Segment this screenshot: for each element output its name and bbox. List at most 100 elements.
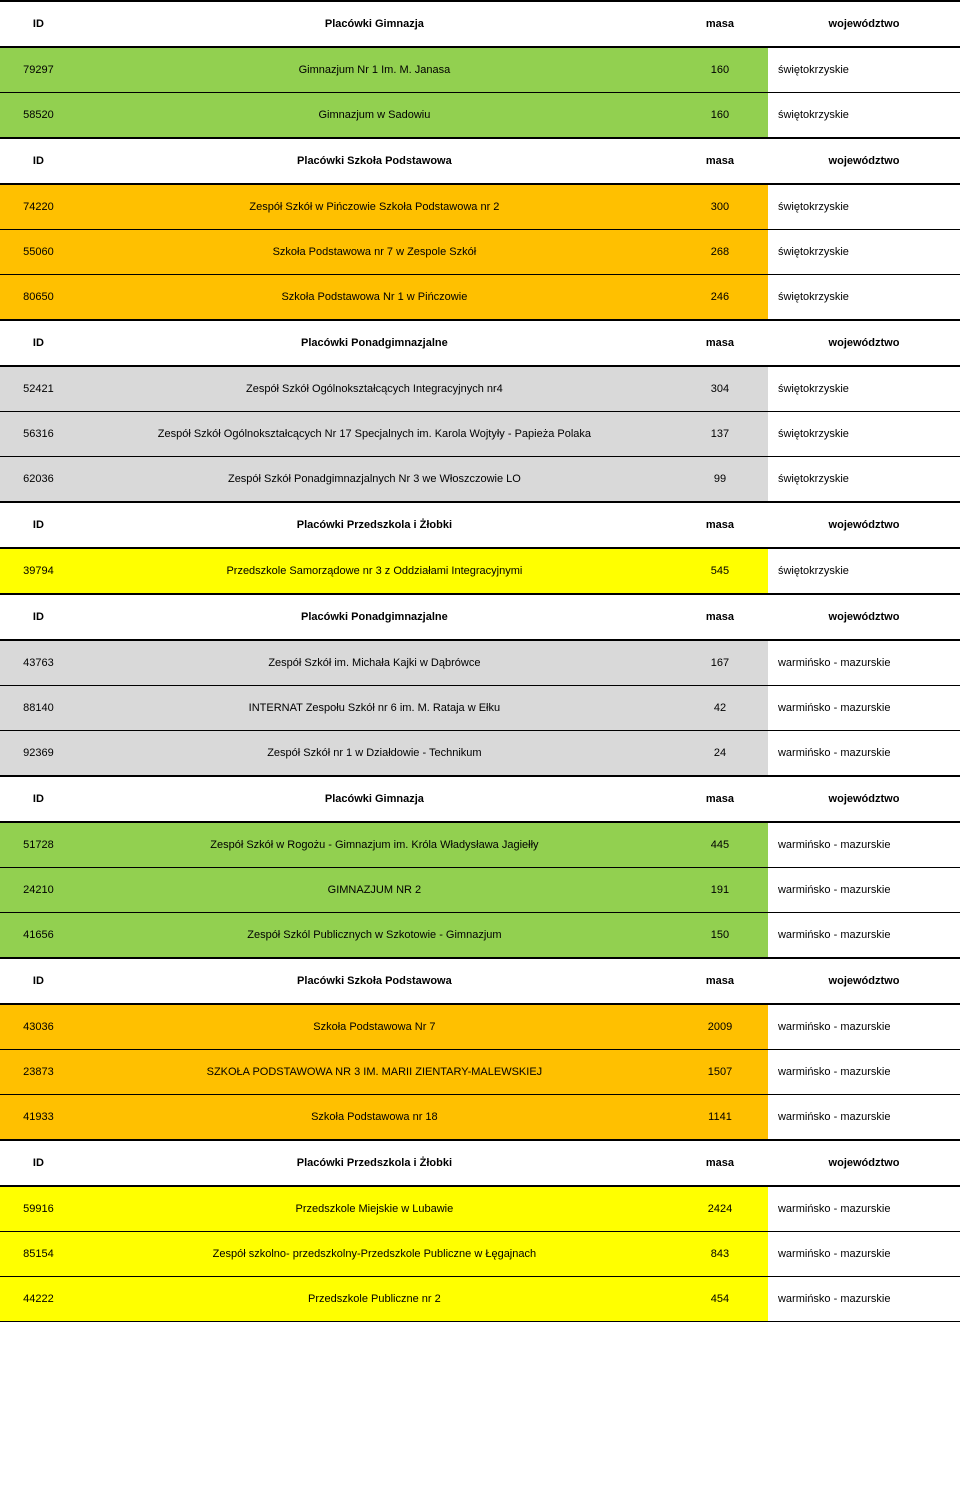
cell-masa: 304 bbox=[672, 366, 768, 412]
cell-id: 51728 bbox=[0, 822, 77, 868]
header-cell-name: Placówki Przedszkola i Żłobki bbox=[77, 1140, 672, 1186]
cell-id: 41933 bbox=[0, 1095, 77, 1141]
cell-name: Zespół Szkół Ponadgimnazjalnych Nr 3 we … bbox=[77, 457, 672, 503]
cell-id: 88140 bbox=[0, 686, 77, 731]
section-header: IDPlacówki Szkoła Podstawowamasawojewódz… bbox=[0, 138, 960, 184]
cell-id: 56316 bbox=[0, 412, 77, 457]
cell-name: Gimnazjum Nr 1 Im. M. Janasa bbox=[77, 47, 672, 93]
table-row: 41933Szkoła Podstawowa nr 181141warmińsk… bbox=[0, 1095, 960, 1141]
table-row: 92369Zespół Szkół nr 1 w Działdowie - Te… bbox=[0, 731, 960, 777]
section-header: IDPlacówki Gimnazjamasawojewództwo bbox=[0, 776, 960, 822]
header-cell-id: ID bbox=[0, 958, 77, 1004]
header-cell-woj: województwo bbox=[768, 320, 960, 366]
header-cell-name: Placówki Ponadgimnazjalne bbox=[77, 594, 672, 640]
cell-id: 24210 bbox=[0, 868, 77, 913]
cell-id: 41656 bbox=[0, 913, 77, 959]
header-cell-name: Placówki Ponadgimnazjalne bbox=[77, 320, 672, 366]
cell-id: 43763 bbox=[0, 640, 77, 686]
header-cell-woj: województwo bbox=[768, 776, 960, 822]
header-cell-id: ID bbox=[0, 776, 77, 822]
section-header: IDPlacówki Gimnazjamasawojewództwo bbox=[0, 1, 960, 47]
cell-woj: świętokrzyskie bbox=[768, 275, 960, 321]
table-row: 59916Przedszkole Miejskie w Lubawie2424w… bbox=[0, 1186, 960, 1232]
cell-id: 44222 bbox=[0, 1277, 77, 1322]
table-row: 52421Zespół Szkół Ogólnokształcących Int… bbox=[0, 366, 960, 412]
table-row: 39794Przedszkole Samorządowe nr 3 z Oddz… bbox=[0, 548, 960, 594]
cell-masa: 843 bbox=[672, 1232, 768, 1277]
cell-name: Przedszkole Miejskie w Lubawie bbox=[77, 1186, 672, 1232]
cell-name: Przedszkole Samorządowe nr 3 z Oddziałam… bbox=[77, 548, 672, 594]
cell-woj: świętokrzyskie bbox=[768, 47, 960, 93]
header-cell-id: ID bbox=[0, 1140, 77, 1186]
cell-masa: 2009 bbox=[672, 1004, 768, 1050]
section-header: IDPlacówki Ponadgimnazjalnemasawojewództ… bbox=[0, 594, 960, 640]
cell-woj: warmińsko - mazurskie bbox=[768, 1277, 960, 1322]
cell-masa: 160 bbox=[672, 93, 768, 139]
cell-masa: 300 bbox=[672, 184, 768, 230]
cell-woj: świętokrzyskie bbox=[768, 366, 960, 412]
header-cell-id: ID bbox=[0, 320, 77, 366]
cell-name: Szkoła Podstawowa nr 18 bbox=[77, 1095, 672, 1141]
cell-name: Szkoła Podstawowa Nr 7 bbox=[77, 1004, 672, 1050]
cell-name: SZKOŁA PODSTAWOWA NR 3 IM. MARII ZIENTAR… bbox=[77, 1050, 672, 1095]
cell-id: 79297 bbox=[0, 47, 77, 93]
table-row: 74220Zespół Szkół w Pińczowie Szkoła Pod… bbox=[0, 184, 960, 230]
header-cell-woj: województwo bbox=[768, 1140, 960, 1186]
cell-id: 92369 bbox=[0, 731, 77, 777]
table-row: 43763Zespół Szkół im. Michała Kajki w Dą… bbox=[0, 640, 960, 686]
cell-masa: 24 bbox=[672, 731, 768, 777]
header-cell-masa: masa bbox=[672, 320, 768, 366]
header-cell-masa: masa bbox=[672, 138, 768, 184]
table-row: 43036Szkoła Podstawowa Nr 72009warmińsko… bbox=[0, 1004, 960, 1050]
header-cell-woj: województwo bbox=[768, 1, 960, 47]
cell-woj: świętokrzyskie bbox=[768, 230, 960, 275]
header-cell-id: ID bbox=[0, 138, 77, 184]
cell-masa: 167 bbox=[672, 640, 768, 686]
cell-masa: 150 bbox=[672, 913, 768, 959]
cell-woj: świętokrzyskie bbox=[768, 184, 960, 230]
table-row: 23873SZKOŁA PODSTAWOWA NR 3 IM. MARII ZI… bbox=[0, 1050, 960, 1095]
cell-id: 23873 bbox=[0, 1050, 77, 1095]
table-row: 85154Zespół szkolno- przedszkolny-Przeds… bbox=[0, 1232, 960, 1277]
cell-woj: warmińsko - mazurskie bbox=[768, 686, 960, 731]
header-cell-woj: województwo bbox=[768, 594, 960, 640]
cell-id: 80650 bbox=[0, 275, 77, 321]
cell-woj: świętokrzyskie bbox=[768, 93, 960, 139]
cell-masa: 42 bbox=[672, 686, 768, 731]
header-cell-woj: województwo bbox=[768, 958, 960, 1004]
cell-masa: 445 bbox=[672, 822, 768, 868]
cell-woj: warmińsko - mazurskie bbox=[768, 1186, 960, 1232]
cell-id: 59916 bbox=[0, 1186, 77, 1232]
cell-id: 52421 bbox=[0, 366, 77, 412]
cell-woj: warmińsko - mazurskie bbox=[768, 1232, 960, 1277]
cell-masa: 454 bbox=[672, 1277, 768, 1322]
header-cell-name: Placówki Szkoła Podstawowa bbox=[77, 958, 672, 1004]
cell-id: 55060 bbox=[0, 230, 77, 275]
table-row: 58520Gimnazjum w Sadowiu160świętokrzyski… bbox=[0, 93, 960, 139]
cell-id: 85154 bbox=[0, 1232, 77, 1277]
header-cell-id: ID bbox=[0, 502, 77, 548]
cell-name: Zespół Szkół im. Michała Kajki w Dąbrówc… bbox=[77, 640, 672, 686]
cell-name: Zespół Szkół w Pińczowie Szkoła Podstawo… bbox=[77, 184, 672, 230]
cell-woj: warmińsko - mazurskie bbox=[768, 822, 960, 868]
cell-id: 62036 bbox=[0, 457, 77, 503]
header-cell-masa: masa bbox=[672, 502, 768, 548]
table-row: 79297Gimnazjum Nr 1 Im. M. Janasa160świę… bbox=[0, 47, 960, 93]
header-cell-id: ID bbox=[0, 594, 77, 640]
cell-name: Zespół Szkół nr 1 w Działdowie - Technik… bbox=[77, 731, 672, 777]
table-row: 88140INTERNAT Zespołu Szkół nr 6 im. M. … bbox=[0, 686, 960, 731]
header-cell-masa: masa bbox=[672, 776, 768, 822]
cell-woj: świętokrzyskie bbox=[768, 548, 960, 594]
cell-name: Zespół Szkół Ogólnokształcących Nr 17 Sp… bbox=[77, 412, 672, 457]
cell-woj: warmińsko - mazurskie bbox=[768, 1004, 960, 1050]
cell-name: Szkoła Podstawowa Nr 1 w Pińczowie bbox=[77, 275, 672, 321]
cell-masa: 1507 bbox=[672, 1050, 768, 1095]
cell-name: Zespół Szkół w Rogożu - Gimnazjum im. Kr… bbox=[77, 822, 672, 868]
header-cell-name: Placówki Gimnazja bbox=[77, 1, 672, 47]
cell-masa: 268 bbox=[672, 230, 768, 275]
table-row: 44222Przedszkole Publiczne nr 2454warmiń… bbox=[0, 1277, 960, 1322]
cell-masa: 246 bbox=[672, 275, 768, 321]
header-cell-masa: masa bbox=[672, 958, 768, 1004]
section-header: IDPlacówki Przedszkola i Żłobkimasawojew… bbox=[0, 502, 960, 548]
header-cell-woj: województwo bbox=[768, 138, 960, 184]
